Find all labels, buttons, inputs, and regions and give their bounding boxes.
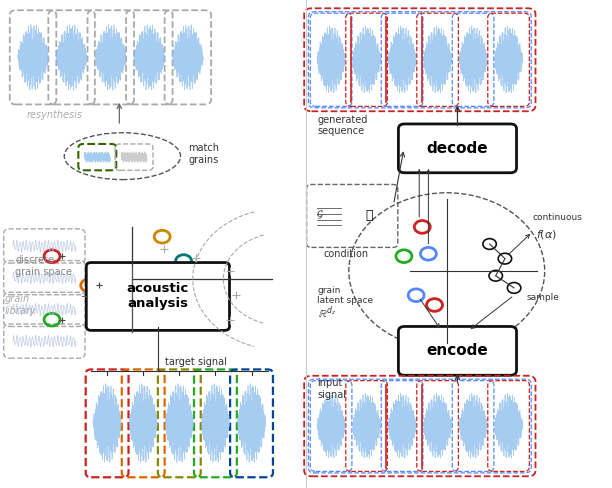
Text: sample: sample [526,293,559,302]
Text: $\mathcal{G}$: $\mathcal{G}$ [316,209,323,221]
Text: $\mathbb{R}^{d_z}$: $\mathbb{R}^{d_z}$ [318,304,337,321]
Text: grain
latent space: grain latent space [317,285,373,305]
Text: 🎻: 🎻 [365,209,373,223]
Text: resynthesis: resynthesis [27,110,83,120]
Text: generated
sequence: generated sequence [317,115,367,136]
Text: $f(\alpha)$: $f(\alpha)$ [536,228,556,241]
Text: target signal: target signal [165,357,226,367]
Text: encode: encode [427,344,488,358]
Text: grain
library: grain library [5,294,36,316]
Text: decode: decode [427,141,488,156]
FancyBboxPatch shape [398,124,517,173]
Text: acoustic
analysis: acoustic analysis [127,283,189,310]
Text: discrete
grain space: discrete grain space [15,255,72,277]
Text: condition: condition [323,249,368,259]
FancyBboxPatch shape [307,184,398,247]
FancyBboxPatch shape [398,326,517,375]
Text: continuous: continuous [532,213,582,222]
Text: match
grains: match grains [188,143,220,164]
FancyBboxPatch shape [86,263,230,330]
Text: input
signal: input signal [317,378,346,400]
